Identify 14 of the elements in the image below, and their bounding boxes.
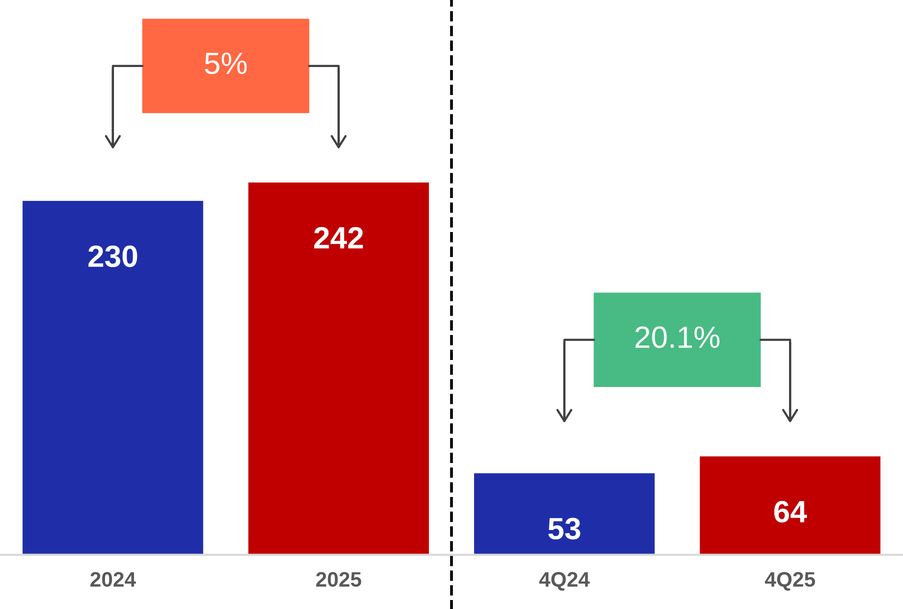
data-label: 230 [88,245,138,268]
x-tick-label: 2025 [316,572,362,587]
bar [474,473,655,555]
x-tick-label: 2024 [90,572,136,587]
data-label: 53 [548,518,580,540]
data-label: 242 [314,226,363,248]
bar [22,200,204,555]
bar [248,182,429,555]
text: 5% [204,52,247,74]
x-tick-label: 4Q25 [764,572,816,591]
data-label: 64 [774,500,807,523]
bar [700,456,880,555]
x-tick-label: 4Q24 [539,572,590,591]
annotation: 20.1% [635,326,720,348]
